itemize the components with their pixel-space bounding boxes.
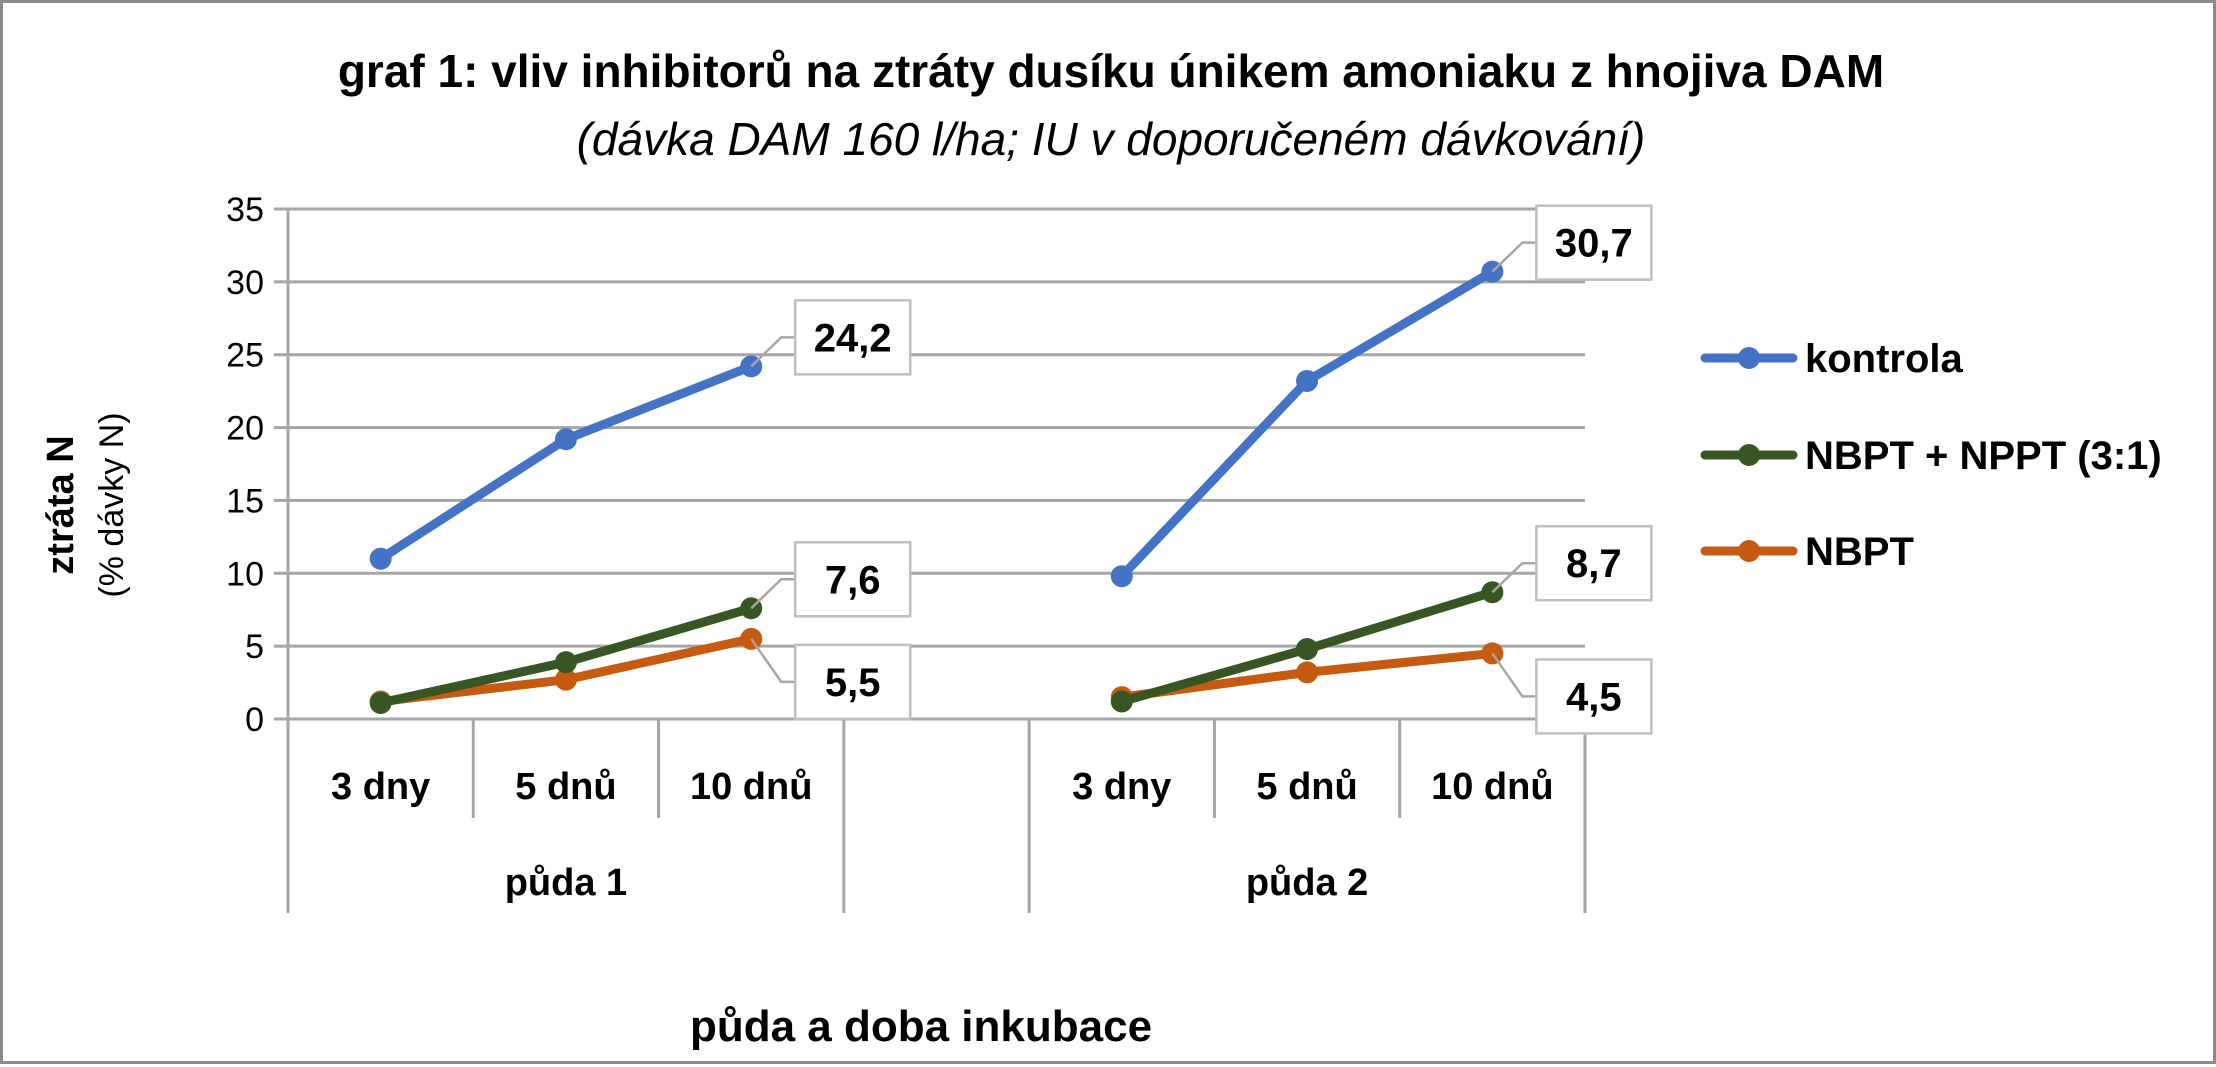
data-label-1-1: 8,7 bbox=[1566, 542, 1622, 586]
data-point-2-1-1 bbox=[1296, 661, 1319, 684]
data-point-0-0-0 bbox=[369, 547, 392, 570]
label-leader-1-1 bbox=[1491, 561, 1537, 594]
legend-label-1: NBPT + NPPT (3:1) bbox=[1805, 434, 2162, 478]
label-leader-2-1 bbox=[1491, 652, 1537, 698]
legend-marker-2 bbox=[1738, 540, 1760, 562]
data-label-2-1: 4,5 bbox=[1566, 675, 1622, 719]
y-tick-label-2: 10 bbox=[226, 555, 264, 593]
series-line-0-0 bbox=[376, 361, 756, 564]
label-box-1-0 bbox=[793, 541, 912, 618]
group-label-1: půda 2 bbox=[1246, 862, 1368, 904]
data-label-1-0: 7,6 bbox=[825, 558, 881, 602]
legend-label-0: kontrola bbox=[1805, 337, 1964, 381]
label-box-2-0 bbox=[793, 643, 912, 721]
x-tick-label-0-2: 10 dnů bbox=[690, 766, 812, 808]
data-labels: 24,2 30,7 7,6 8,7 5,5 4,5 bbox=[750, 204, 1653, 735]
x-axis-label: půda a doba inkubace bbox=[690, 1002, 1152, 1051]
legend-label-2: NBPT bbox=[1805, 530, 1914, 574]
group-label-0: půda 1 bbox=[505, 862, 627, 904]
y-tick-label-1: 5 bbox=[245, 628, 264, 666]
legend: kontrola NBPT + NPPT (3:1) NBPT bbox=[1700, 337, 2162, 574]
data-point-2-0-1 bbox=[554, 668, 577, 691]
x-tick-label-0-1: 5 dnů bbox=[515, 766, 616, 808]
y-tick-label-4: 20 bbox=[226, 410, 264, 448]
label-leader-0-1 bbox=[1491, 241, 1537, 273]
legend-marker-1 bbox=[1738, 444, 1760, 466]
y-tick-label-6: 30 bbox=[226, 264, 264, 302]
chart-title: graf 1: vliv inhibitorů na ztráty dusíku… bbox=[338, 45, 1884, 97]
series-line-0-1 bbox=[1117, 267, 1497, 581]
label-leader-1-0 bbox=[750, 578, 796, 610]
grid-lines bbox=[288, 207, 1585, 648]
x-tick-label-1-1: 5 dnů bbox=[1256, 766, 1357, 808]
y-tick-label-3: 15 bbox=[226, 482, 264, 520]
x-tick-label-0-0: 3 dny bbox=[331, 766, 430, 808]
x-tick-label-1-0: 3 dny bbox=[1072, 766, 1171, 808]
label-leader-0-0 bbox=[750, 336, 796, 368]
data-point-1-0-0 bbox=[369, 691, 392, 714]
data-point-0-1-1 bbox=[1296, 369, 1319, 392]
data-label-2-0: 5,5 bbox=[825, 661, 881, 705]
data-point-1-1-0 bbox=[1110, 690, 1133, 713]
plot-area bbox=[369, 260, 1504, 714]
y-axis-sublabel: (% dávky N) bbox=[93, 412, 131, 597]
data-point-1-0-1 bbox=[554, 651, 577, 674]
data-point-1-1-1 bbox=[1296, 638, 1319, 661]
x-tick-label-1-2: 10 dnů bbox=[1431, 766, 1553, 808]
data-point-0-1-0 bbox=[1110, 565, 1133, 588]
y-tick-label-7: 35 bbox=[226, 191, 264, 229]
axes: 0 5 10 15 20 25 30 35 3 dny 5 dnů 10 dnů půda 1 3 dn… bbox=[226, 191, 1587, 913]
y-axis-label: ztráta N bbox=[40, 435, 82, 574]
data-label-0-0: 24,2 bbox=[814, 316, 892, 360]
label-box-2-1 bbox=[1535, 658, 1653, 735]
label-box-1-1 bbox=[1535, 524, 1653, 602]
chart-svg: graf 1: vliv inhibitorů na ztráty dusíku… bbox=[40, 45, 2162, 1051]
y-tick-label-0: 0 bbox=[245, 701, 264, 739]
label-leader-2-0 bbox=[750, 638, 796, 684]
data-point-0-0-1 bbox=[554, 428, 577, 451]
data-label-0-1: 30,7 bbox=[1555, 222, 1633, 266]
legend-marker-0 bbox=[1738, 347, 1760, 369]
chart-subtitle: (dávka DAM 160 l/ha; IU v doporučeném dá… bbox=[577, 113, 1646, 165]
label-box-0-0 bbox=[793, 299, 912, 376]
label-box-0-1 bbox=[1535, 204, 1653, 281]
y-tick-label-5: 25 bbox=[226, 337, 264, 375]
